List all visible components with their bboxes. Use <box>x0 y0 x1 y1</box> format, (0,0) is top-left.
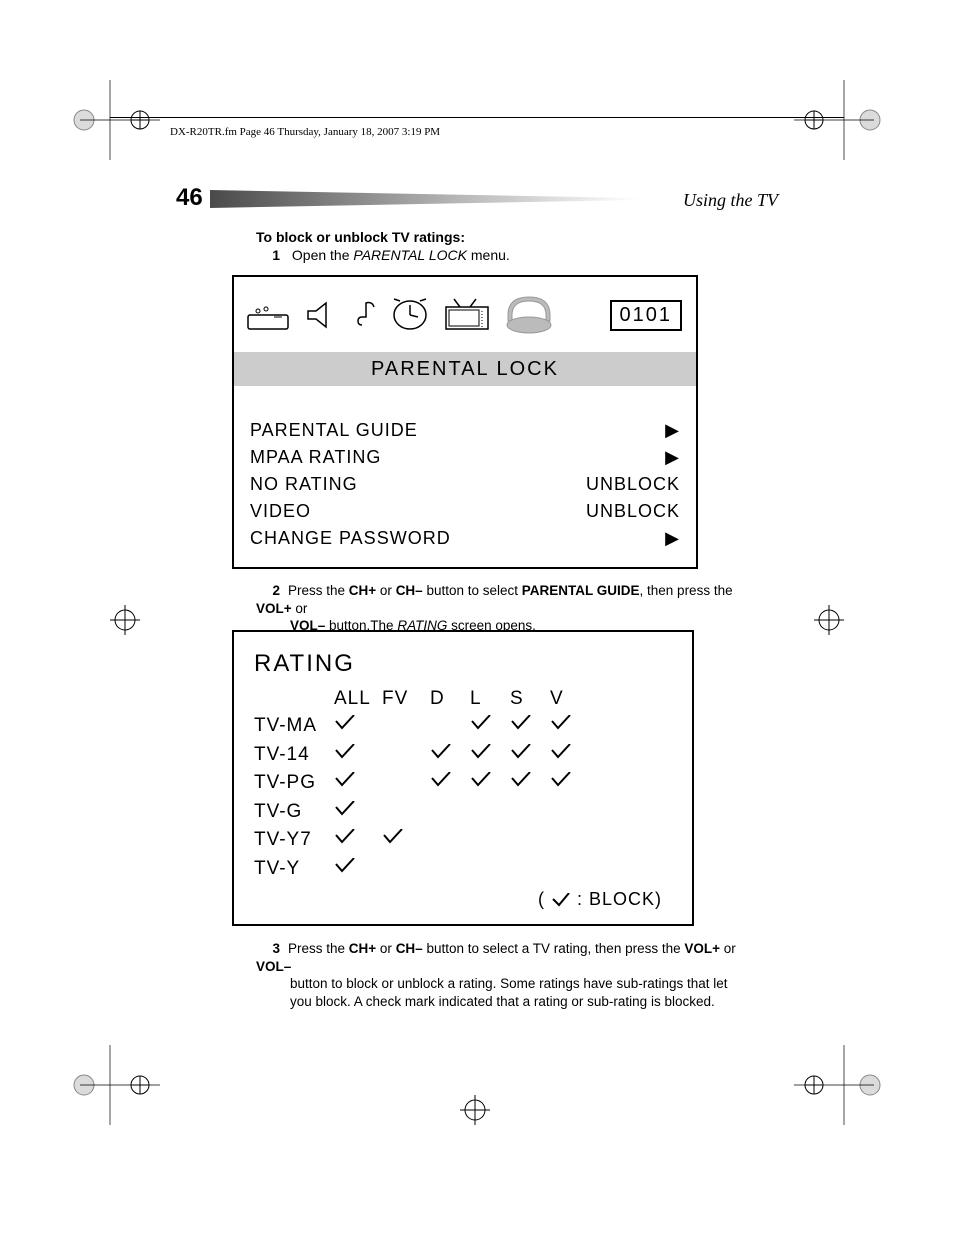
rating-cell <box>510 712 550 741</box>
vcr-icon <box>244 297 292 333</box>
rating-cell <box>470 712 510 741</box>
step1-text-c: menu. <box>467 247 510 263</box>
rating-cell <box>334 712 382 741</box>
rating-cell <box>430 769 470 798</box>
step1-text-b: PARENTAL LOCK <box>353 247 467 263</box>
step3-block: 3Press the CH+ or CH– button to select a… <box>256 940 746 1010</box>
clock-icon <box>390 297 430 333</box>
rating-cell <box>430 741 470 770</box>
icon-row: 0101 <box>244 295 686 335</box>
rating-cell <box>470 741 510 770</box>
rating-cell <box>550 798 590 827</box>
rating-cell <box>430 712 470 741</box>
rating-label: TV-PG <box>254 769 334 798</box>
rating-cell <box>430 855 470 884</box>
rating-cell <box>382 769 430 798</box>
menu-row: MPAA RATING▶ <box>250 444 680 471</box>
rating-cell <box>334 855 382 884</box>
rating-row: TV-Y7 <box>254 826 672 855</box>
reg-mark-bm <box>450 1085 500 1135</box>
rating-cell <box>334 798 382 827</box>
rating-cell <box>382 741 430 770</box>
header-line: DX-R20TR.fm Page 46 Thursday, January 18… <box>170 126 440 138</box>
check-icon <box>551 893 571 907</box>
rating-cell <box>382 798 430 827</box>
reg-mark-tl <box>60 60 160 160</box>
page: DX-R20TR.fm Page 46 Thursday, January 18… <box>0 0 954 1235</box>
step2-block: 2Press the CH+ or CH– button to select P… <box>256 582 746 635</box>
rating-cell <box>550 712 590 741</box>
menu-row: CHANGE PASSWORD▶ <box>250 525 680 552</box>
rating-cell <box>334 769 382 798</box>
intro-block: To block or unblock TV ratings: 1 Open t… <box>256 228 756 264</box>
rating-screen: RATING ALL FV D L S V TV-MATV-14TV-PGTV-… <box>232 630 694 926</box>
rating-row: TV-PG <box>254 769 672 798</box>
reg-mark-bl <box>60 1045 160 1145</box>
speaker-icon <box>302 297 342 333</box>
rating-row: TV-G <box>254 798 672 827</box>
note-icon <box>352 297 380 333</box>
reg-mark-tr <box>794 60 894 160</box>
rating-title: RATING <box>254 650 672 678</box>
rating-cell <box>550 741 590 770</box>
rating-cell <box>550 826 590 855</box>
rating-row: TV-14 <box>254 741 672 770</box>
step2-num: 2 <box>256 582 280 600</box>
header-gradient <box>210 190 640 208</box>
step3-num: 3 <box>256 940 280 958</box>
reg-mark-mr <box>804 595 854 645</box>
rating-cell <box>470 798 510 827</box>
rating-cell <box>470 826 510 855</box>
page-number: 46 <box>176 184 203 212</box>
rating-rows: TV-MATV-14TV-PGTV-GTV-Y7TV-Y <box>254 712 672 883</box>
section-title: Using the TV <box>683 190 778 211</box>
rating-cell <box>382 712 430 741</box>
step1-text-a: Open the <box>292 247 354 263</box>
rating-cell <box>470 855 510 884</box>
rating-row: TV-Y <box>254 855 672 884</box>
tv-icon <box>440 297 494 333</box>
rating-legend: ( : BLOCK) <box>254 889 672 910</box>
step1-num: 1 <box>256 246 280 264</box>
code-box: 0101 <box>610 300 683 331</box>
rating-cell <box>510 769 550 798</box>
rating-cell <box>430 798 470 827</box>
parental-lock-menu: 0101 PARENTAL LOCK PARENTAL GUIDE▶ MPAA … <box>232 275 698 569</box>
menu-title: PARENTAL LOCK <box>234 352 696 386</box>
rating-cell <box>550 855 590 884</box>
rating-label: TV-G <box>254 798 334 827</box>
rating-table: ALL FV D L S V TV-MATV-14TV-PGTV-GTV-Y7T… <box>254 688 672 883</box>
rating-cell <box>510 798 550 827</box>
rating-cell <box>382 826 430 855</box>
rating-cell <box>470 769 510 798</box>
menu-items: PARENTAL GUIDE▶ MPAA RATING▶ NO RATINGUN… <box>250 417 680 552</box>
rating-label: TV-Y7 <box>254 826 334 855</box>
rating-cell <box>334 741 382 770</box>
rating-cell <box>510 741 550 770</box>
rating-cell <box>430 826 470 855</box>
rating-label: TV-14 <box>254 741 334 770</box>
rating-cell <box>510 855 550 884</box>
lock-icon <box>504 295 554 335</box>
reg-mark-br <box>794 1045 894 1145</box>
menu-row: VIDEOUNBLOCK <box>250 498 680 525</box>
rating-cell <box>550 769 590 798</box>
rating-header: ALL FV D L S V <box>254 688 672 710</box>
rating-cell <box>382 855 430 884</box>
rating-cell <box>510 826 550 855</box>
menu-row: PARENTAL GUIDE▶ <box>250 417 680 444</box>
rating-label: TV-Y <box>254 855 334 884</box>
menu-row: NO RATINGUNBLOCK <box>250 471 680 498</box>
rating-row: TV-MA <box>254 712 672 741</box>
reg-mark-ml <box>100 595 150 645</box>
intro-heading: To block or unblock TV ratings: <box>256 229 465 245</box>
rating-label: TV-MA <box>254 712 334 741</box>
rating-cell <box>334 826 382 855</box>
